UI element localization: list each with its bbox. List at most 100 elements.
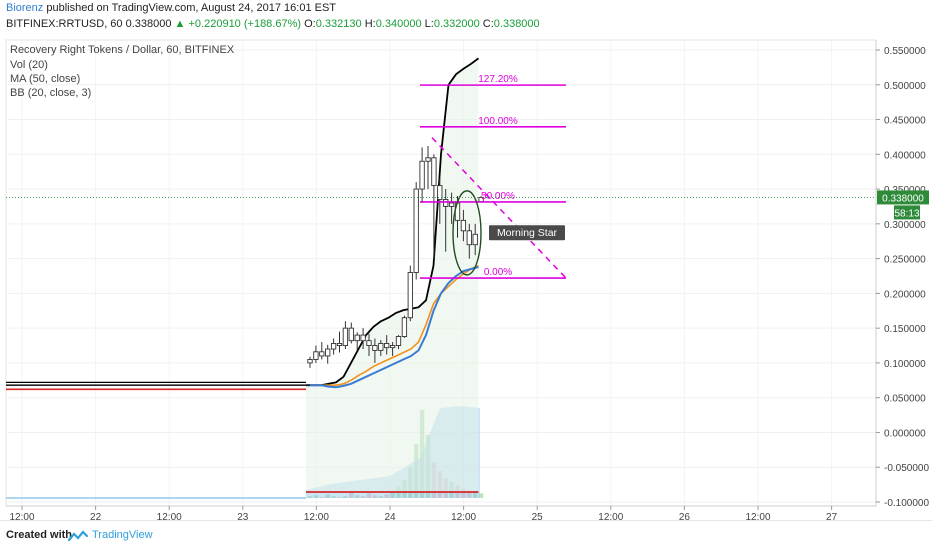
fib-label: 50.00% — [481, 191, 515, 202]
candles — [6, 145, 484, 386]
author-name[interactable]: Biorenz — [6, 2, 44, 14]
morning-star-label-bg[interactable] — [489, 225, 565, 241]
tradingview-logo-icon[interactable] — [68, 530, 88, 544]
x-tick-label: 24 — [384, 512, 396, 520]
footer: Created with TradingView — [0, 520, 932, 551]
candle-up — [354, 334, 360, 342]
price-tags: 0.338000 58:13 — [6, 190, 929, 220]
countdown-value: 58:13 — [894, 208, 919, 219]
y-tick-label: 0.050000 — [884, 394, 926, 405]
bb-upper-line — [306, 57, 480, 387]
y-tick-label: 0.000000 — [884, 428, 926, 439]
candle-up — [472, 233, 478, 246]
candle-up — [389, 345, 396, 349]
change-text: +0.220910 (+188.67%) — [188, 18, 302, 30]
ohlc-h-label: H: — [364, 18, 376, 30]
volume-bar — [360, 496, 366, 498]
candle-up — [413, 188, 419, 273]
time-axis[interactable]: 12:00 22 12:00 23 12:00 24 12:00 25 12:00 26 12:00… — [6, 505, 876, 520]
y-tick-label: -0.100000 — [884, 498, 929, 509]
ohlc-o-label: O: — [304, 18, 316, 30]
volume-bar — [307, 496, 313, 498]
candle-up — [307, 358, 313, 364]
countdown-tag — [894, 205, 920, 220]
y-tick-label: 0.450000 — [884, 116, 926, 127]
y-tick-label: 0.300000 — [884, 220, 926, 231]
ohlc-l-value: 0.332000 — [433, 18, 480, 30]
x-tick-label: 12:00 — [9, 512, 34, 520]
x-tick-label: 27 — [826, 512, 838, 520]
x-tick-label: 25 — [532, 512, 544, 520]
candle-down — [366, 340, 372, 346]
ohlc-o-value: 0.332130 — [315, 18, 362, 30]
ohlc-l-label: L: — [424, 18, 434, 30]
candle-down — [336, 343, 343, 346]
change-up-icon: ▲ — [174, 18, 186, 30]
volume-bar — [343, 496, 348, 498]
candle-up — [330, 343, 337, 350]
candle-down — [437, 185, 443, 200]
candle-up — [448, 202, 455, 207]
fib-label: 127.20% — [478, 74, 518, 85]
symbol-line: BITFINEX:RRTUSD, 60 0.338000 ▲ +0.220910… — [6, 18, 540, 30]
fib-label: 100.00% — [478, 116, 518, 127]
symbol-text: BITFINEX:RRTUSD, 60 0.338000 — [6, 18, 172, 30]
volume-bar — [319, 497, 324, 498]
y-tick-label: -0.050000 — [884, 463, 929, 474]
x-tick-label: 12:00 — [598, 512, 623, 520]
fib-levels[interactable]: 127.20% 100.00% 50.00% 0.00% — [420, 74, 567, 279]
ema-line — [306, 264, 479, 386]
x-tick-label: 12:00 — [304, 512, 329, 520]
y-tick-label: 0.100000 — [884, 359, 926, 370]
volume-bar — [461, 489, 466, 498]
ma-line — [306, 266, 479, 389]
legend: Recovery Right Tokens / Dollar, 60, BITF… — [10, 44, 235, 99]
morning-star-label[interactable]: Morning Star — [497, 227, 558, 239]
volume-bar — [372, 495, 378, 498]
volume-bar — [473, 492, 478, 498]
y-tick-label: 0.550000 — [884, 46, 926, 57]
volume-bar — [467, 490, 472, 498]
candle-down — [348, 327, 354, 342]
created-with-text: Created with — [6, 529, 73, 541]
indicator-lines — [6, 57, 480, 493]
candle-up — [313, 351, 319, 360]
volume-bar — [355, 495, 360, 498]
volume-bar — [384, 494, 389, 498]
legend-bb: BB (20, close, 3) — [10, 87, 91, 99]
candle-up — [395, 336, 402, 346]
candle-down — [319, 351, 325, 357]
x-tick-label: 26 — [679, 512, 691, 520]
candle-down — [431, 157, 437, 187]
candle-up — [425, 157, 431, 162]
y-tick-label: 0.400000 — [884, 150, 926, 161]
volume-bar — [378, 496, 383, 498]
volume-bar — [331, 496, 336, 498]
candle-up — [401, 317, 408, 337]
x-tick-label: 22 — [90, 512, 102, 520]
annotations[interactable]: Morning Star — [452, 190, 565, 276]
x-tick-label: 23 — [237, 512, 249, 520]
ohlc-c-value: 0.338000 — [493, 18, 540, 30]
candle-up — [419, 160, 425, 190]
candle-down — [443, 199, 449, 207]
y-tick-label: 0.150000 — [884, 324, 926, 335]
candle-down — [460, 219, 467, 232]
tradingview-brand[interactable]: TradingView — [92, 529, 153, 541]
ohlc-c-label: C: — [482, 18, 494, 30]
candle-up — [325, 348, 331, 357]
last-price-value: 0.338000 — [882, 193, 924, 204]
volume-bar — [325, 494, 330, 498]
y-tick-label: 0.500000 — [884, 81, 926, 92]
volume-bar — [478, 493, 484, 498]
candle-down — [372, 345, 378, 351]
y-tick-label: 0.250000 — [884, 255, 926, 266]
fib-label: 0.00% — [484, 267, 512, 278]
candle-up — [378, 343, 384, 351]
x-tick-label: 12:00 — [157, 512, 182, 520]
ohlc-h-value: 0.340000 — [375, 18, 422, 30]
price-chart[interactable]: 127.20% 100.00% 50.00% 0.00% Morning Star R… — [0, 36, 932, 520]
chart-title: Recovery Right Tokens / Dollar, 60, BITF… — [10, 44, 235, 56]
morning-star-ellipse[interactable] — [452, 190, 482, 276]
volume-bar — [349, 492, 354, 498]
